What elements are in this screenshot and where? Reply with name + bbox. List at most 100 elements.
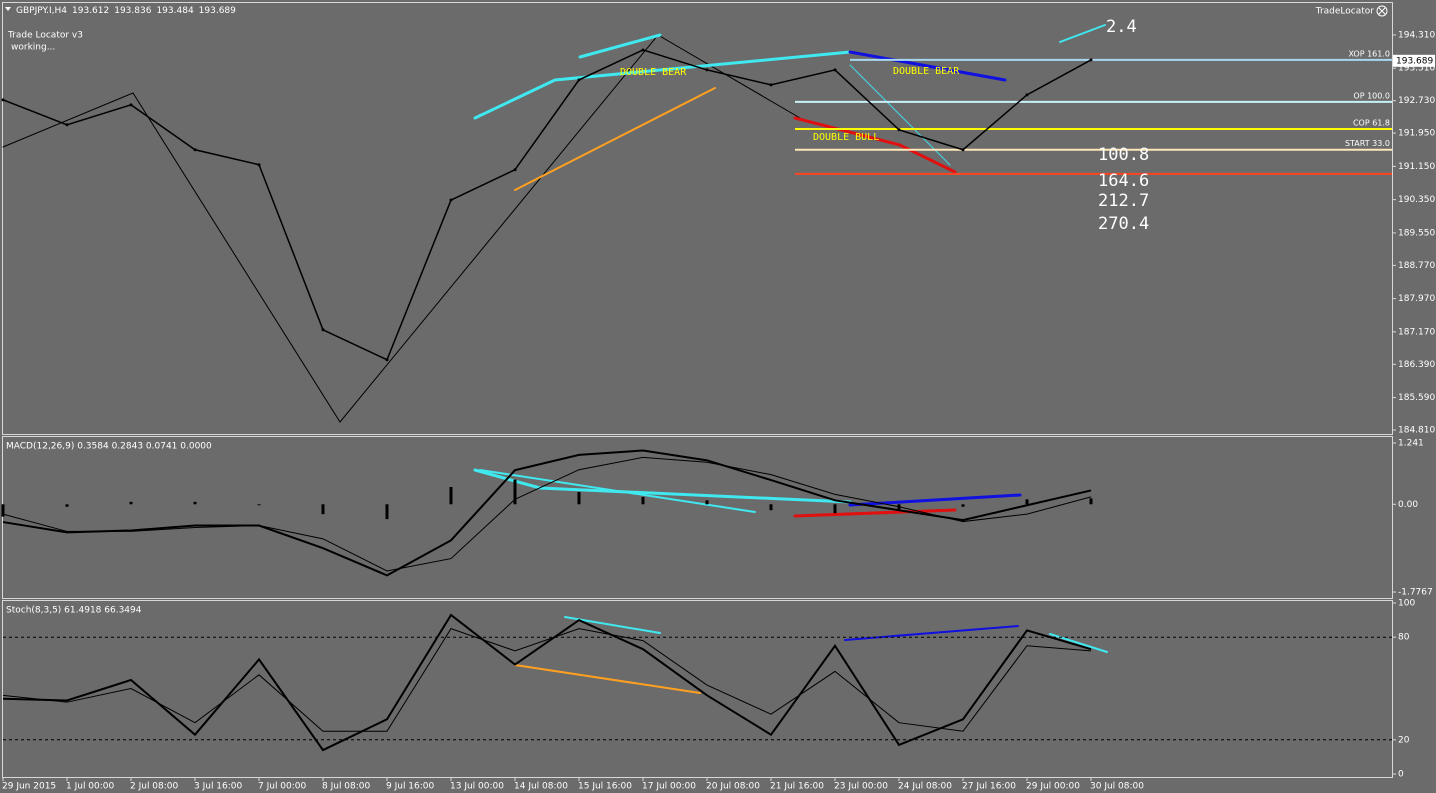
pattern-label: DOUBLE BEAR xyxy=(620,67,687,78)
y-tick-label: 0 xyxy=(1398,770,1404,780)
y-tick-label: 184.810 xyxy=(1398,426,1435,436)
quote-value: 193.836 xyxy=(114,6,151,16)
close-point xyxy=(705,68,709,72)
stoch-title: Stoch(8,3,5) 61.4918 66.3494 xyxy=(6,606,142,616)
histogram-bar xyxy=(961,504,965,507)
close-icon-cross xyxy=(1378,7,1386,15)
x-tick-label: 1 Jul 00:00 xyxy=(66,782,115,792)
pattern-label: DOUBLE BEAR xyxy=(893,66,960,77)
x-tick-label: 30 Jul 08:00 xyxy=(1090,782,1144,792)
y-tick-label: 0.00 xyxy=(1398,500,1418,510)
y-tick-label: 185.590 xyxy=(1398,393,1435,403)
close-point xyxy=(641,48,645,52)
series-line xyxy=(2,613,1092,752)
close-point xyxy=(961,148,965,152)
close-point xyxy=(65,123,69,127)
close-point xyxy=(129,103,133,107)
symbol-header: GBPJPY.I,H4 193.612 193.836 193.484 193.689 xyxy=(16,6,236,16)
projection-label: 100.8 xyxy=(1098,145,1149,165)
histogram-bar xyxy=(1,504,5,517)
close-point xyxy=(449,198,453,202)
pattern-label: DOUBLE BULL xyxy=(813,132,879,143)
close-point xyxy=(193,148,197,152)
price-tag-label: 193.689 xyxy=(1396,56,1433,66)
y-tick-label: 1.241 xyxy=(1398,439,1424,449)
histogram-bar xyxy=(577,491,581,505)
x-tick-label: 21 Jul 16:00 xyxy=(770,782,824,792)
x-tick-label: 20 Jul 08:00 xyxy=(706,782,760,792)
histogram-bar xyxy=(449,486,453,505)
histogram-bar xyxy=(1089,498,1093,505)
close-point xyxy=(833,68,837,72)
level-label: OP 100.0 xyxy=(1353,91,1390,100)
x-tick-label: 27 Jul 16:00 xyxy=(962,782,1016,792)
histogram-bar xyxy=(193,501,197,505)
y-tick-label: 100 xyxy=(1398,599,1415,609)
stoch-frame xyxy=(2,600,1393,778)
x-tick-label: 29 Jul 00:00 xyxy=(1026,782,1080,792)
price-tag xyxy=(1393,54,1435,67)
histogram-bar xyxy=(65,504,69,507)
y-tick-label: 193.510 xyxy=(1398,64,1435,74)
series-line xyxy=(2,49,1092,361)
x-tick-label: 13 Jul 00:00 xyxy=(450,782,504,792)
histogram-bar xyxy=(129,501,133,505)
y-tick-label: 191.150 xyxy=(1398,162,1435,172)
y-tick-label: 187.170 xyxy=(1398,327,1435,337)
level-label: XOP 161.0 xyxy=(1348,49,1390,58)
y-tick-label: 80 xyxy=(1398,633,1410,643)
indicator-status: working... xyxy=(11,43,55,53)
close-point xyxy=(769,83,773,87)
quote-value: 193.484 xyxy=(156,6,193,16)
corner-label: TradeLocator xyxy=(1315,7,1375,17)
quote-value: 193.612 xyxy=(72,6,109,16)
projection-label: 270.4 xyxy=(1098,214,1149,234)
projection-label: 164.6 xyxy=(1098,171,1149,191)
x-tick-label: 29 Jun 2015 xyxy=(2,782,56,792)
quote-value: 193.689 xyxy=(199,6,236,16)
close-point xyxy=(897,128,901,132)
x-tick-label: 24 Jul 08:00 xyxy=(898,782,952,792)
close-point xyxy=(385,358,389,362)
y-tick-label: 188.770 xyxy=(1398,261,1435,271)
y-tick-label: 194.310 xyxy=(1398,30,1435,40)
series-line xyxy=(2,449,1092,577)
histogram-bar xyxy=(769,504,773,511)
x-tick-label: 2 Jul 08:00 xyxy=(130,782,179,792)
menu-icon[interactable] xyxy=(5,7,11,11)
histogram-bar xyxy=(833,504,837,514)
series-line xyxy=(2,456,1092,572)
x-tick-label: 3 Jul 16:00 xyxy=(194,782,243,792)
close-point xyxy=(513,168,517,172)
histogram-bar xyxy=(257,504,261,506)
histogram-bar xyxy=(705,500,709,505)
y-tick-label: 20 xyxy=(1398,735,1410,745)
close-point xyxy=(577,78,581,82)
y-tick-label: -1.7767 xyxy=(1398,588,1433,598)
macd-frame xyxy=(2,436,1393,599)
series-line xyxy=(2,628,1092,732)
close-point xyxy=(1025,93,1029,97)
close-point xyxy=(1,98,5,102)
histogram-bar xyxy=(1025,499,1029,505)
close-icon[interactable] xyxy=(1376,5,1388,17)
macd-title: MACD(12,26,9) 0.3584 0.2843 0.0741 0.000… xyxy=(6,442,212,452)
projection-label: 2.4 xyxy=(1106,17,1137,37)
level-label: START 33.0 xyxy=(1345,139,1390,148)
y-tick-label: 187.970 xyxy=(1398,294,1435,304)
x-tick-label: 17 Jul 00:00 xyxy=(642,782,696,792)
x-tick-label: 23 Jul 00:00 xyxy=(834,782,888,792)
y-tick-label: 189.550 xyxy=(1398,228,1435,238)
pattern-drawings xyxy=(2,24,1108,694)
y-tick-label: 190.350 xyxy=(1398,195,1435,205)
x-tick-label: 14 Jul 08:00 xyxy=(514,782,568,792)
price-frame xyxy=(2,2,1393,435)
y-tick-label: 191.950 xyxy=(1398,129,1435,139)
x-tick-label: 15 Jul 16:00 xyxy=(578,782,632,792)
projection-label: 212.7 xyxy=(1098,191,1149,211)
histogram-bar xyxy=(641,496,645,505)
histogram-bar xyxy=(513,479,517,505)
symbol: GBPJPY.I,H4 xyxy=(16,6,67,16)
